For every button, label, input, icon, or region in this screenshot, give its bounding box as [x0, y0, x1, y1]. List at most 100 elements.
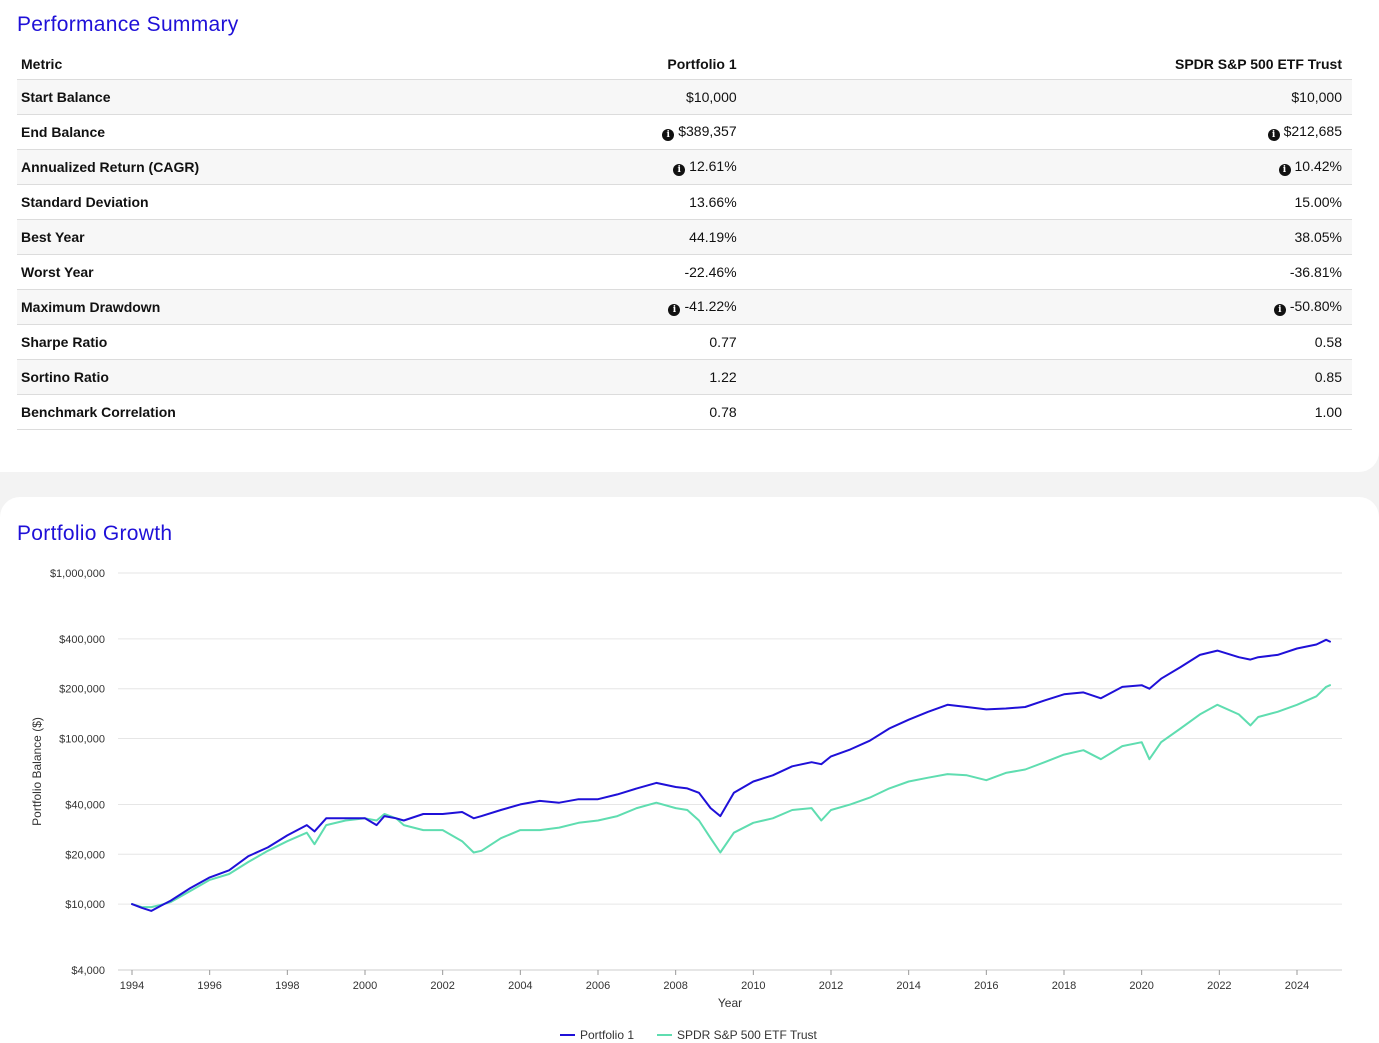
- y-axis-label: Portfolio Balance ($): [30, 717, 44, 826]
- x-tick-label: 2024: [1285, 980, 1309, 992]
- y-tick-label: $20,000: [65, 849, 105, 861]
- spy-value: 1.00: [1314, 404, 1342, 420]
- metric-label: Maximum Drawdown: [17, 289, 451, 325]
- portfolio-growth-card: Portfolio Growth $1,000,000 $400,000 $200,…: [0, 497, 1379, 1043]
- portfolio-1-value-cell: 0.77: [451, 324, 747, 360]
- spy-value-cell: 15.00%: [746, 184, 1352, 220]
- portfolio-1-value: -41.22%: [684, 298, 737, 314]
- portfolio-1-value-cell: i 12.61%: [451, 149, 747, 185]
- spy-value: 15.00%: [1294, 194, 1342, 210]
- performance-summary-table: Metric Portfolio 1 SPDR S&P 500 ETF Trus…: [17, 48, 1352, 430]
- legend-item-spy-label: SPDR S&P 500 ETF Trust: [677, 1028, 817, 1042]
- x-tick-label: 1996: [197, 980, 221, 992]
- spy-value: 0.85: [1314, 369, 1342, 385]
- x-tick-label: 2008: [663, 980, 687, 992]
- table-row: Annualized Return (CAGR) i 12.61% i 10.42%: [17, 149, 1352, 185]
- x-axis-label: Year: [718, 996, 742, 1010]
- spy-value-cell: i $212,685: [746, 114, 1352, 150]
- x-tick-label: 1998: [275, 980, 299, 992]
- info-icon[interactable]: i: [1267, 129, 1280, 141]
- metric-label: End Balance: [17, 114, 451, 150]
- table-row: Standard Deviation 13.66% 15.00%: [17, 184, 1352, 220]
- x-tick-label: 2020: [1129, 980, 1153, 992]
- y-tick-label: $1,000,000: [50, 568, 105, 580]
- spy-value-cell: 0.58: [746, 324, 1352, 360]
- metric-label: Best Year: [17, 219, 451, 255]
- x-tick-label: 2000: [353, 980, 377, 992]
- header-metric: Metric: [17, 48, 451, 80]
- series-line-portfolio-1: [131, 638, 1331, 912]
- spy-value-cell: i -50.80%: [746, 289, 1352, 325]
- spy-value: -50.80%: [1289, 298, 1342, 314]
- portfolio-1-value-cell: -22.46%: [451, 254, 747, 290]
- x-tick-label: 1994: [120, 980, 144, 992]
- table-row: Benchmark Correlation 0.78 1.00: [17, 394, 1352, 430]
- table-row: Sharpe Ratio 0.77 0.58: [17, 324, 1352, 360]
- x-tick-label: 2014: [896, 980, 920, 992]
- portfolio-1-value: 13.66%: [689, 194, 737, 210]
- header-spy: SPDR S&P 500 ETF Trust: [746, 48, 1352, 80]
- info-icon[interactable]: i: [662, 129, 675, 141]
- y-tick-label: $10,000: [65, 899, 105, 911]
- spy-value: 0.58: [1314, 334, 1342, 350]
- table-header-row: Metric Portfolio 1 SPDR S&P 500 ETF Trus…: [17, 48, 1352, 80]
- legend-item-portfolio-1-label: Portfolio 1: [580, 1028, 634, 1042]
- metric-label: Annualized Return (CAGR): [17, 149, 451, 185]
- portfolio-growth-title: Portfolio Growth: [17, 522, 173, 545]
- performance-summary-card: Performance Summary Metric Portfolio 1 S…: [0, 0, 1379, 472]
- portfolio-1-value-cell: 44.19%: [451, 219, 747, 255]
- metric-label: Standard Deviation: [17, 184, 451, 220]
- portfolio-1-value-cell: i -41.22%: [451, 289, 747, 325]
- metric-label: Sortino Ratio: [17, 359, 451, 395]
- table-row: Best Year 44.19% 38.05%: [17, 219, 1352, 255]
- spy-value-cell: -36.81%: [746, 254, 1352, 290]
- spy-value: -36.81%: [1289, 264, 1342, 280]
- portfolio-1-value-cell: 13.66%: [451, 184, 747, 220]
- portfolio-1-value: -22.46%: [684, 264, 737, 280]
- info-icon[interactable]: i: [1278, 164, 1291, 176]
- portfolio-1-value-cell: i $389,357: [451, 114, 747, 150]
- info-icon[interactable]: i: [673, 164, 686, 176]
- y-tick-label: $200,000: [59, 684, 105, 696]
- y-tick-label: $400,000: [59, 634, 105, 646]
- portfolio-1-value: 1.22: [709, 369, 737, 385]
- table-row: Sortino Ratio 1.22 0.85: [17, 359, 1352, 395]
- x-tick-label: 2002: [430, 980, 454, 992]
- x-tick-label: 2022: [1207, 980, 1231, 992]
- header-portfolio-1: Portfolio 1: [451, 48, 747, 80]
- metric-label: Start Balance: [17, 79, 451, 115]
- x-tick-label: 2010: [741, 980, 765, 992]
- x-tick-label: 2016: [974, 980, 998, 992]
- x-tick-label: 2004: [508, 980, 532, 992]
- x-tick-label: 2006: [586, 980, 610, 992]
- spy-value: $212,685: [1283, 123, 1342, 139]
- y-tick-label: $40,000: [65, 799, 105, 811]
- x-tick-label: 2012: [819, 980, 843, 992]
- spy-value-cell: $10,000: [746, 79, 1352, 115]
- metric-label: Worst Year: [17, 254, 451, 290]
- portfolio-1-value: $10,000: [686, 89, 737, 105]
- spy-value-cell: 1.00: [746, 394, 1352, 430]
- spy-value: 38.05%: [1294, 229, 1342, 245]
- portfolio-growth-chart: $1,000,000 $400,000 $200,000 $100,000 $40,00…: [30, 568, 1342, 1042]
- spy-value-cell: i 10.42%: [746, 149, 1352, 185]
- portfolio-1-value: 0.78: [709, 404, 737, 420]
- spy-value-cell: 38.05%: [746, 219, 1352, 255]
- spy-value: $10,000: [1291, 89, 1342, 105]
- y-tick-label: $100,000: [59, 734, 105, 746]
- info-icon[interactable]: i: [668, 304, 681, 316]
- table-row: Start Balance $10,000 $10,000: [17, 79, 1352, 115]
- spy-value-cell: 0.85: [746, 359, 1352, 395]
- portfolio-1-value: 12.61%: [689, 158, 737, 174]
- metric-label: Benchmark Correlation: [17, 394, 451, 430]
- table-row: Worst Year -22.46% -36.81%: [17, 254, 1352, 290]
- portfolio-1-value-cell: $10,000: [451, 79, 747, 115]
- portfolio-1-value: 0.77: [709, 334, 737, 350]
- x-tick-label: 2018: [1052, 980, 1076, 992]
- portfolio-1-value-cell: 0.78: [451, 394, 747, 430]
- portfolio-1-value-cell: 1.22: [451, 359, 747, 395]
- spy-value: 10.42%: [1294, 158, 1342, 174]
- table-row: Maximum Drawdown i -41.22% i -50.80%: [17, 289, 1352, 325]
- performance-summary-title: Performance Summary: [17, 13, 239, 36]
- info-icon[interactable]: i: [1273, 304, 1286, 316]
